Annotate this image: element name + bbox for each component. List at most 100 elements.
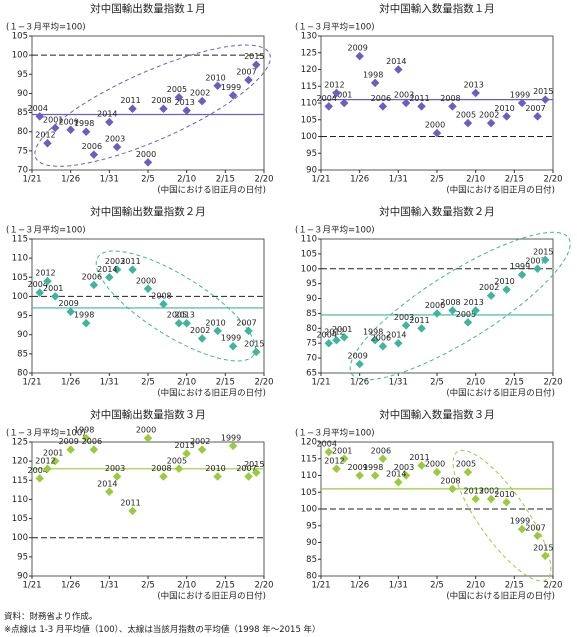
point-label: 2012: [324, 456, 344, 465]
point: [50, 123, 60, 133]
point-label: 2003: [105, 464, 125, 473]
y-tick-label: 110: [12, 495, 28, 505]
y-tick-label: 120: [301, 65, 317, 75]
point-label: 2015: [533, 87, 553, 96]
point: [105, 117, 114, 127]
point-label: 2012: [35, 131, 55, 140]
point-label: 2013: [463, 80, 483, 89]
point-label: 2015: [533, 543, 553, 552]
point-label: 2010: [205, 318, 225, 327]
y-tick-label: 120: [301, 438, 317, 448]
point-label: 2000: [425, 121, 445, 130]
point: [35, 474, 44, 483]
x-tick-label: 1/31: [100, 175, 119, 185]
y-tick-label: 75: [306, 339, 317, 349]
point-label: 2004: [317, 331, 337, 340]
point: [228, 91, 238, 100]
point: [43, 138, 52, 148]
x-tick-label: 1/21: [311, 378, 330, 388]
point: [401, 471, 411, 480]
point: [66, 125, 75, 135]
point-label: 2014: [97, 479, 117, 488]
point: [332, 464, 341, 474]
x-tick-label: 2/20: [543, 378, 562, 388]
x-tick-label: 1/21: [22, 378, 41, 388]
y-tick-label: 65: [306, 369, 317, 379]
point-label: 2013: [174, 98, 194, 107]
point-label: 2008: [440, 94, 460, 103]
y-tick-label: 90: [17, 572, 28, 582]
point: [105, 487, 114, 497]
point-label: 2012: [324, 80, 344, 89]
cluster-ellipse: [452, 449, 552, 582]
x-tick-label: 2/20: [254, 175, 273, 185]
point: [81, 127, 91, 136]
y-tick-label: 105: [301, 488, 317, 498]
point: [533, 112, 542, 121]
point-label: 2001: [43, 284, 63, 293]
point-label: 1999: [221, 433, 241, 442]
point: [174, 464, 184, 474]
x-tick-label: 1/31: [100, 378, 119, 388]
y-tick-label: 105: [301, 115, 317, 125]
point-label: 2007: [525, 523, 545, 532]
point-label: 2007: [236, 464, 256, 473]
point-label: 2014: [386, 57, 406, 66]
point-label: 2000: [425, 301, 445, 310]
x-tick-label: 2/20: [543, 175, 562, 185]
x-axis-label: (中国における旧正月の日付): [446, 388, 555, 399]
point: [502, 285, 511, 294]
point: [533, 264, 542, 274]
y-tick-label: 90: [17, 89, 28, 99]
point-label: 2007: [236, 68, 256, 77]
point: [502, 112, 511, 121]
point-label: 1999: [221, 334, 241, 343]
x-tick-label: 1/21: [311, 175, 330, 185]
x-tick-label: 2/10: [466, 378, 485, 388]
y-tick-label: 115: [12, 235, 28, 245]
source: 資料：財務省より作成。: [4, 612, 98, 622]
x-tick-label: 2/10: [466, 581, 485, 591]
x-tick-label: 1/26: [61, 175, 80, 185]
cluster-ellipse: [95, 250, 256, 362]
point-label: 2011: [409, 316, 429, 325]
point: [394, 477, 403, 487]
x-tick-label: 2/5: [430, 378, 444, 388]
point: [394, 338, 403, 348]
point: [213, 472, 222, 481]
point: [324, 102, 333, 111]
point: [159, 299, 168, 309]
y-tick-label: 110: [12, 254, 28, 264]
point: [182, 106, 191, 115]
point-label: 2014: [386, 470, 406, 479]
point-label: 2009: [347, 463, 367, 472]
point: [486, 494, 496, 504]
point-label: 2004: [28, 466, 48, 475]
point: [159, 472, 168, 481]
point: [252, 347, 261, 357]
point-label: 1998: [74, 311, 94, 320]
x-tick-label: 2/10: [177, 175, 196, 185]
point: [541, 551, 550, 561]
y-tick-label: 95: [17, 70, 28, 80]
x-tick-label: 2/5: [141, 175, 155, 185]
x-axis-label: (中国における旧正月の日付): [157, 185, 266, 196]
point-label: 2006: [371, 334, 391, 343]
point: [394, 65, 403, 74]
x-tick-label: 2/10: [466, 175, 485, 185]
point-label: 1998: [363, 463, 383, 472]
point: [128, 265, 137, 274]
point-label: 2002: [479, 111, 499, 120]
y-tick-label: 105: [12, 514, 28, 524]
point-label: 2012: [324, 328, 344, 337]
point-label: 2012: [35, 269, 55, 278]
x-tick-label: 1/26: [350, 378, 369, 388]
point-label: 2009: [347, 44, 367, 53]
point-label: 2011: [409, 94, 429, 103]
y-tick-label: 95: [306, 279, 317, 289]
y-tick-label: 95: [306, 521, 317, 531]
point: [66, 445, 75, 454]
point-label: 1999: [510, 517, 530, 526]
point: [197, 96, 207, 106]
point-label: 2015: [533, 247, 553, 256]
